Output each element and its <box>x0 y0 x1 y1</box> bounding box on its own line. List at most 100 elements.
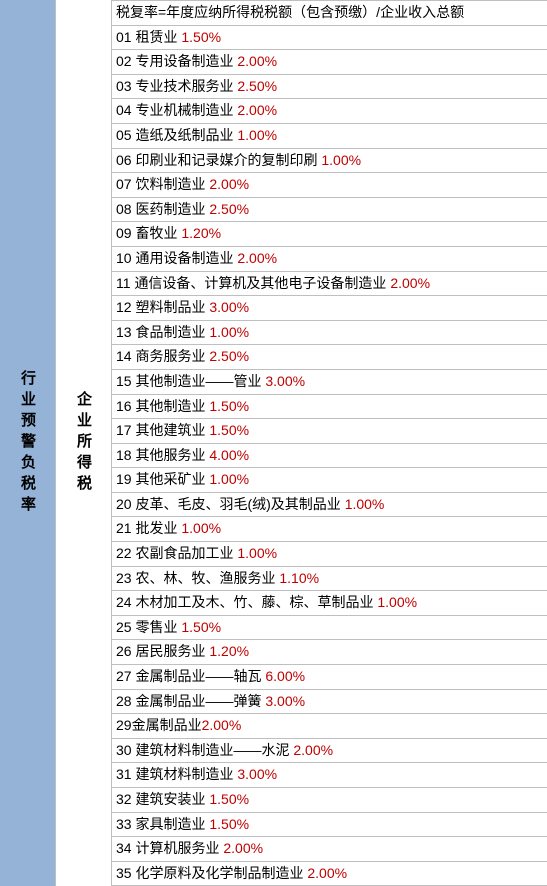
row-number: 11 <box>116 275 134 291</box>
table-row: 33 家具制造业 1.50% <box>112 813 547 838</box>
row-industry: 农、林、牧、渔服务业 <box>135 570 279 586</box>
row-number: 08 <box>116 201 135 217</box>
row-number: 27 <box>116 668 135 684</box>
table-row: 12 塑料制品业 3.00% <box>112 296 547 321</box>
table-row: 27 金属制品业——轴瓦 6.00% <box>112 665 547 690</box>
row-number: 15 <box>116 373 135 389</box>
row-industry: 食品制造业 <box>135 324 209 340</box>
table-row: 30 建筑材料制造业——水泥 2.00% <box>112 739 547 764</box>
row-industry: 家具制造业 <box>135 816 209 832</box>
row-number: 22 <box>116 545 135 561</box>
row-number: 32 <box>116 791 135 807</box>
table-row: 28 金属制品业——弹簧 3.00% <box>112 690 547 715</box>
row-industry: 建筑材料制造业——水泥 <box>135 742 293 758</box>
row-rate: 1.20% <box>209 643 249 659</box>
row-industry: 专用设备制造业 <box>135 53 237 69</box>
table-row: 26 居民服务业 1.20% <box>112 640 547 665</box>
row-industry: 造纸及纸制品业 <box>135 127 237 143</box>
row-rate: 3.00% <box>237 766 277 782</box>
table-row: 21 批发业 1.00% <box>112 517 547 542</box>
row-number: 33 <box>116 816 135 832</box>
row-number: 34 <box>116 840 135 856</box>
row-rate: 1.50% <box>181 619 221 635</box>
row-rate: 3.00% <box>209 299 249 315</box>
row-rate: 2.00% <box>202 717 242 733</box>
table-row: 17 其他建筑业 1.50% <box>112 419 547 444</box>
row-number: 14 <box>116 348 135 364</box>
left-category-cell: 行业预警负税率 <box>0 0 56 886</box>
row-rate: 2.00% <box>237 53 277 69</box>
row-rate: 1.50% <box>181 29 221 45</box>
row-rate: 1.50% <box>209 791 249 807</box>
row-industry: 计算机服务业 <box>135 840 223 856</box>
table-row: 13 食品制造业 1.00% <box>112 321 547 346</box>
table-row: 18 其他服务业 4.00% <box>112 444 547 469</box>
row-rate: 1.10% <box>279 570 319 586</box>
table-row: 35 化学原料及化学制品制造业 2.00% <box>112 862 547 886</box>
row-industry: 通用设备制造业 <box>135 250 237 266</box>
row-number: 20 <box>116 496 135 512</box>
table-row: 16 其他制造业 1.50% <box>112 395 547 420</box>
table-row: 31 建筑材料制造业 3.00% <box>112 763 547 788</box>
table-row: 14 商务服务业 2.50% <box>112 345 547 370</box>
row-rate: 2.50% <box>209 348 249 364</box>
row-rate: 2.00% <box>307 865 347 881</box>
row-industry: 零售业 <box>135 619 181 635</box>
table-row: 22 农副食品加工业 1.00% <box>112 542 547 567</box>
row-rate: 2.50% <box>237 78 277 94</box>
table-row: 01 租赁业 1.50% <box>112 26 547 51</box>
table-row: 34 计算机服务业 2.00% <box>112 837 547 862</box>
row-industry: 皮革、毛皮、羽毛(绒)及其制品业 <box>135 496 344 512</box>
row-industry: 其他建筑业 <box>135 422 209 438</box>
mid-category-label: 企业所得税 <box>73 391 94 496</box>
rows-container: 税复率=年度应纳所得税税额（包含预缴）/企业收入总额 01 租赁业 1.50%0… <box>112 0 547 886</box>
row-number: 07 <box>116 176 135 192</box>
row-industry: 医药制造业 <box>135 201 209 217</box>
row-rate: 1.00% <box>377 594 417 610</box>
row-rate: 1.20% <box>181 225 221 241</box>
table-row: 10 通用设备制造业 2.00% <box>112 247 547 272</box>
row-number: 03 <box>116 78 135 94</box>
row-number: 35 <box>116 865 135 881</box>
row-rate: 2.50% <box>209 201 249 217</box>
table-row: 20 皮革、毛皮、羽毛(绒)及其制品业 1.00% <box>112 493 547 518</box>
row-industry: 居民服务业 <box>135 643 209 659</box>
row-number: 24 <box>116 594 135 610</box>
table-row: 02 专用设备制造业 2.00% <box>112 50 547 75</box>
row-number: 12 <box>116 299 135 315</box>
row-industry: 金属制品业——轴瓦 <box>135 668 265 684</box>
row-rate: 2.00% <box>209 176 249 192</box>
row-rate: 1.50% <box>209 422 249 438</box>
table-row: 11 通信设备、计算机及其他电子设备制造业 2.00% <box>112 272 547 297</box>
row-number: 09 <box>116 225 135 241</box>
left-category-label: 行业预警负税率 <box>17 370 38 517</box>
row-rate: 2.00% <box>223 840 263 856</box>
row-rate: 2.00% <box>237 250 277 266</box>
row-number: 17 <box>116 422 135 438</box>
table-row: 05 造纸及纸制品业 1.00% <box>112 124 547 149</box>
table-wrap: 行业预警负税率 企业所得税 税复率=年度应纳所得税税额（包含预缴）/企业收入总额… <box>0 0 547 886</box>
row-industry: 金属制品业 <box>132 717 202 733</box>
row-number: 04 <box>116 102 135 118</box>
row-rate: 3.00% <box>265 373 305 389</box>
row-number: 21 <box>116 520 135 536</box>
table-row: 15 其他制造业——管业 3.00% <box>112 370 547 395</box>
mid-category-cell: 企业所得税 <box>56 0 112 886</box>
table-row: 25 零售业 1.50% <box>112 616 547 641</box>
row-industry: 批发业 <box>135 520 181 536</box>
row-rate: 2.00% <box>237 102 277 118</box>
row-number: 01 <box>116 29 135 45</box>
table-row: 23 农、林、牧、渔服务业 1.10% <box>112 567 547 592</box>
row-number: 05 <box>116 127 135 143</box>
row-rate: 1.00% <box>237 545 277 561</box>
formula-header: 税复率=年度应纳所得税税额（包含预缴）/企业收入总额 <box>112 0 547 26</box>
table-row: 03 专业技术服务业 2.50% <box>112 75 547 100</box>
row-industry: 塑料制品业 <box>135 299 209 315</box>
row-rate: 1.00% <box>237 127 277 143</box>
row-number: 25 <box>116 619 135 635</box>
row-number: 23 <box>116 570 135 586</box>
row-rate: 1.00% <box>209 471 249 487</box>
table-row: 32 建筑安装业 1.50% <box>112 788 547 813</box>
row-industry: 其他服务业 <box>135 447 209 463</box>
row-industry: 商务服务业 <box>135 348 209 364</box>
